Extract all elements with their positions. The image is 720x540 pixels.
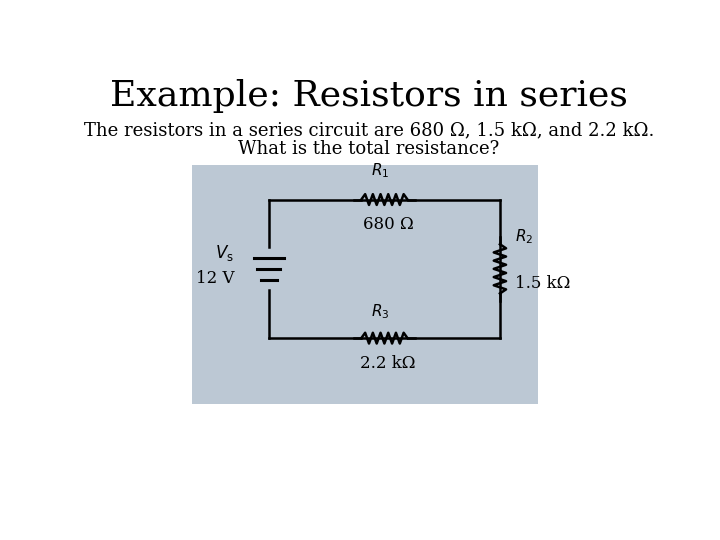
Text: 12 V: 12 V	[196, 269, 234, 287]
Text: Example: Resistors in series: Example: Resistors in series	[110, 79, 628, 113]
Text: What is the total resistance?: What is the total resistance?	[238, 140, 500, 159]
Text: $R_2$: $R_2$	[516, 227, 534, 246]
Text: 1.5 kΩ: 1.5 kΩ	[516, 275, 571, 292]
Text: $R_3$: $R_3$	[372, 302, 390, 321]
Text: $V_\mathrm{s}$: $V_\mathrm{s}$	[215, 244, 234, 264]
FancyBboxPatch shape	[192, 165, 539, 403]
Text: $R_1$: $R_1$	[372, 161, 390, 179]
Text: The resistors in a series circuit are 680 Ω, 1.5 kΩ, and 2.2 kΩ.: The resistors in a series circuit are 68…	[84, 122, 654, 139]
Text: 680 Ω: 680 Ω	[363, 217, 413, 233]
Text: 2.2 kΩ: 2.2 kΩ	[361, 355, 416, 372]
